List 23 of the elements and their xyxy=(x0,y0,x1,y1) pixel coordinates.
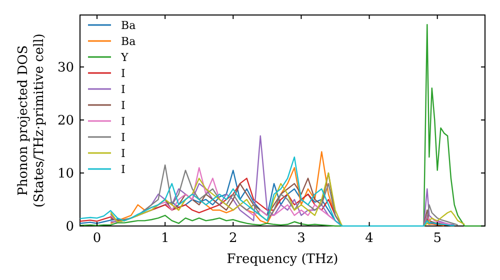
x-tick-label: 4 xyxy=(365,231,374,246)
legend-label: I xyxy=(121,131,126,144)
y-tick-label: 30 xyxy=(57,60,74,76)
x-tick-label: 0 xyxy=(92,231,102,246)
y-axis-title: Phonon projected DOS (States/THz·primitive cell) xyxy=(16,33,47,208)
x-tick-label: 1 xyxy=(160,231,170,246)
y-tick-label: 20 xyxy=(57,113,74,128)
legend-label: I xyxy=(121,115,126,128)
x-tick-label: 5 xyxy=(433,231,442,246)
y-tick-label: 0 xyxy=(66,220,74,234)
y-tick-label: 10 xyxy=(57,166,74,182)
legend-label: I xyxy=(121,163,126,176)
legend-label: I xyxy=(121,147,126,160)
x-axis-title: Frequency (THz) xyxy=(226,252,338,267)
x-tick-label: 3 xyxy=(297,231,306,246)
legend-label: Ba xyxy=(121,35,136,48)
legend-label: I xyxy=(121,83,126,96)
x-tick-label: 2 xyxy=(229,231,238,246)
line-series xyxy=(79,156,455,227)
legend-label: I xyxy=(121,67,126,80)
legend-label: Ba xyxy=(121,19,136,32)
legend-label: I xyxy=(121,99,126,112)
legend-label: Y xyxy=(120,51,129,64)
